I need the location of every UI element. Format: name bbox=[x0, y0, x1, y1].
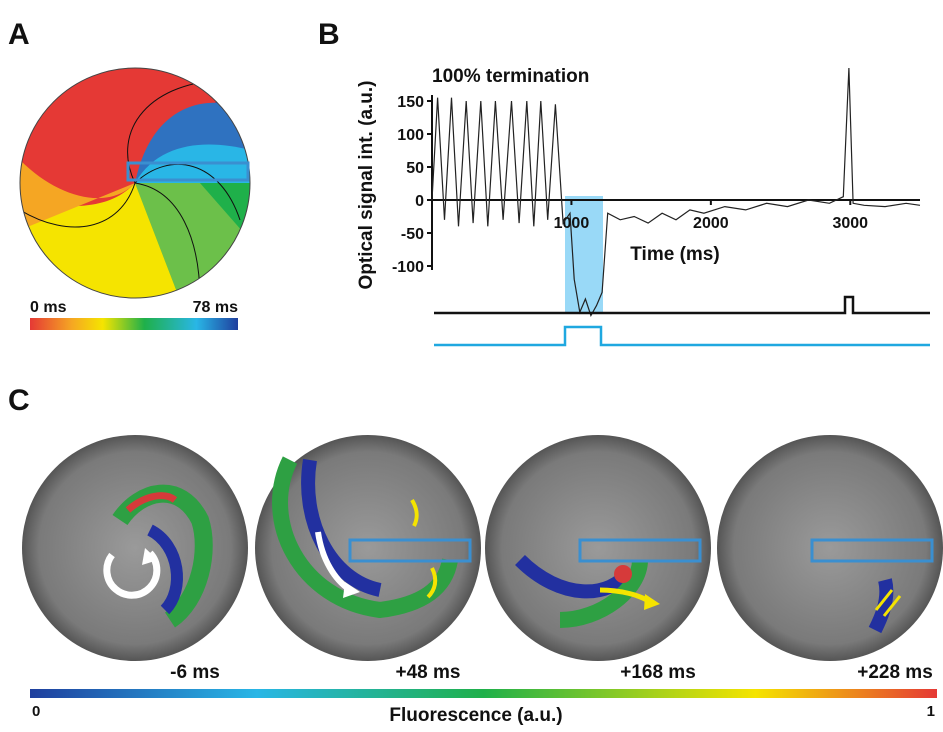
frame-time: +228 ms bbox=[857, 662, 933, 683]
y-tick-label: -50 bbox=[401, 226, 424, 243]
light-pulse bbox=[565, 196, 603, 314]
panel-label: A bbox=[8, 18, 30, 51]
map-border bbox=[19, 67, 251, 299]
frame-time: +168 ms bbox=[620, 662, 696, 683]
roi bbox=[126, 161, 250, 182]
x-tick-label: 2000 bbox=[693, 215, 729, 232]
frame-time: +48 ms bbox=[396, 662, 461, 683]
light-trace bbox=[434, 325, 930, 347]
y-tick-label: 100 bbox=[397, 127, 424, 144]
colorbar-label: Fluorescence (a.u.) bbox=[389, 705, 562, 726]
colorbar-min: 0 ms bbox=[30, 299, 67, 316]
colorbar-min: 0 bbox=[32, 703, 40, 720]
trace bbox=[431, 67, 921, 317]
colorbar-max: 1 bbox=[927, 703, 935, 720]
panel-label: C bbox=[8, 384, 30, 417]
colorbar bbox=[30, 689, 937, 698]
pacing-trace bbox=[434, 295, 930, 315]
frame-time: -6 ms bbox=[170, 662, 220, 683]
x-tick-label: 3000 bbox=[832, 215, 868, 232]
annotation: 100% termination bbox=[432, 66, 589, 87]
colorbar-max: 78 ms bbox=[193, 299, 238, 316]
y-tick-label: 50 bbox=[406, 160, 424, 177]
y-tick-label: 150 bbox=[397, 94, 424, 111]
y-tick-label: 0 bbox=[415, 193, 424, 210]
y-axis-label: Optical signal int. (a.u.) bbox=[356, 80, 377, 289]
x-axis-label: Time (ms) bbox=[630, 244, 719, 265]
panel-label: B bbox=[318, 18, 340, 51]
y-tick-label: -100 bbox=[392, 259, 424, 276]
frames bbox=[22, 435, 943, 661]
colorbar bbox=[30, 318, 238, 330]
